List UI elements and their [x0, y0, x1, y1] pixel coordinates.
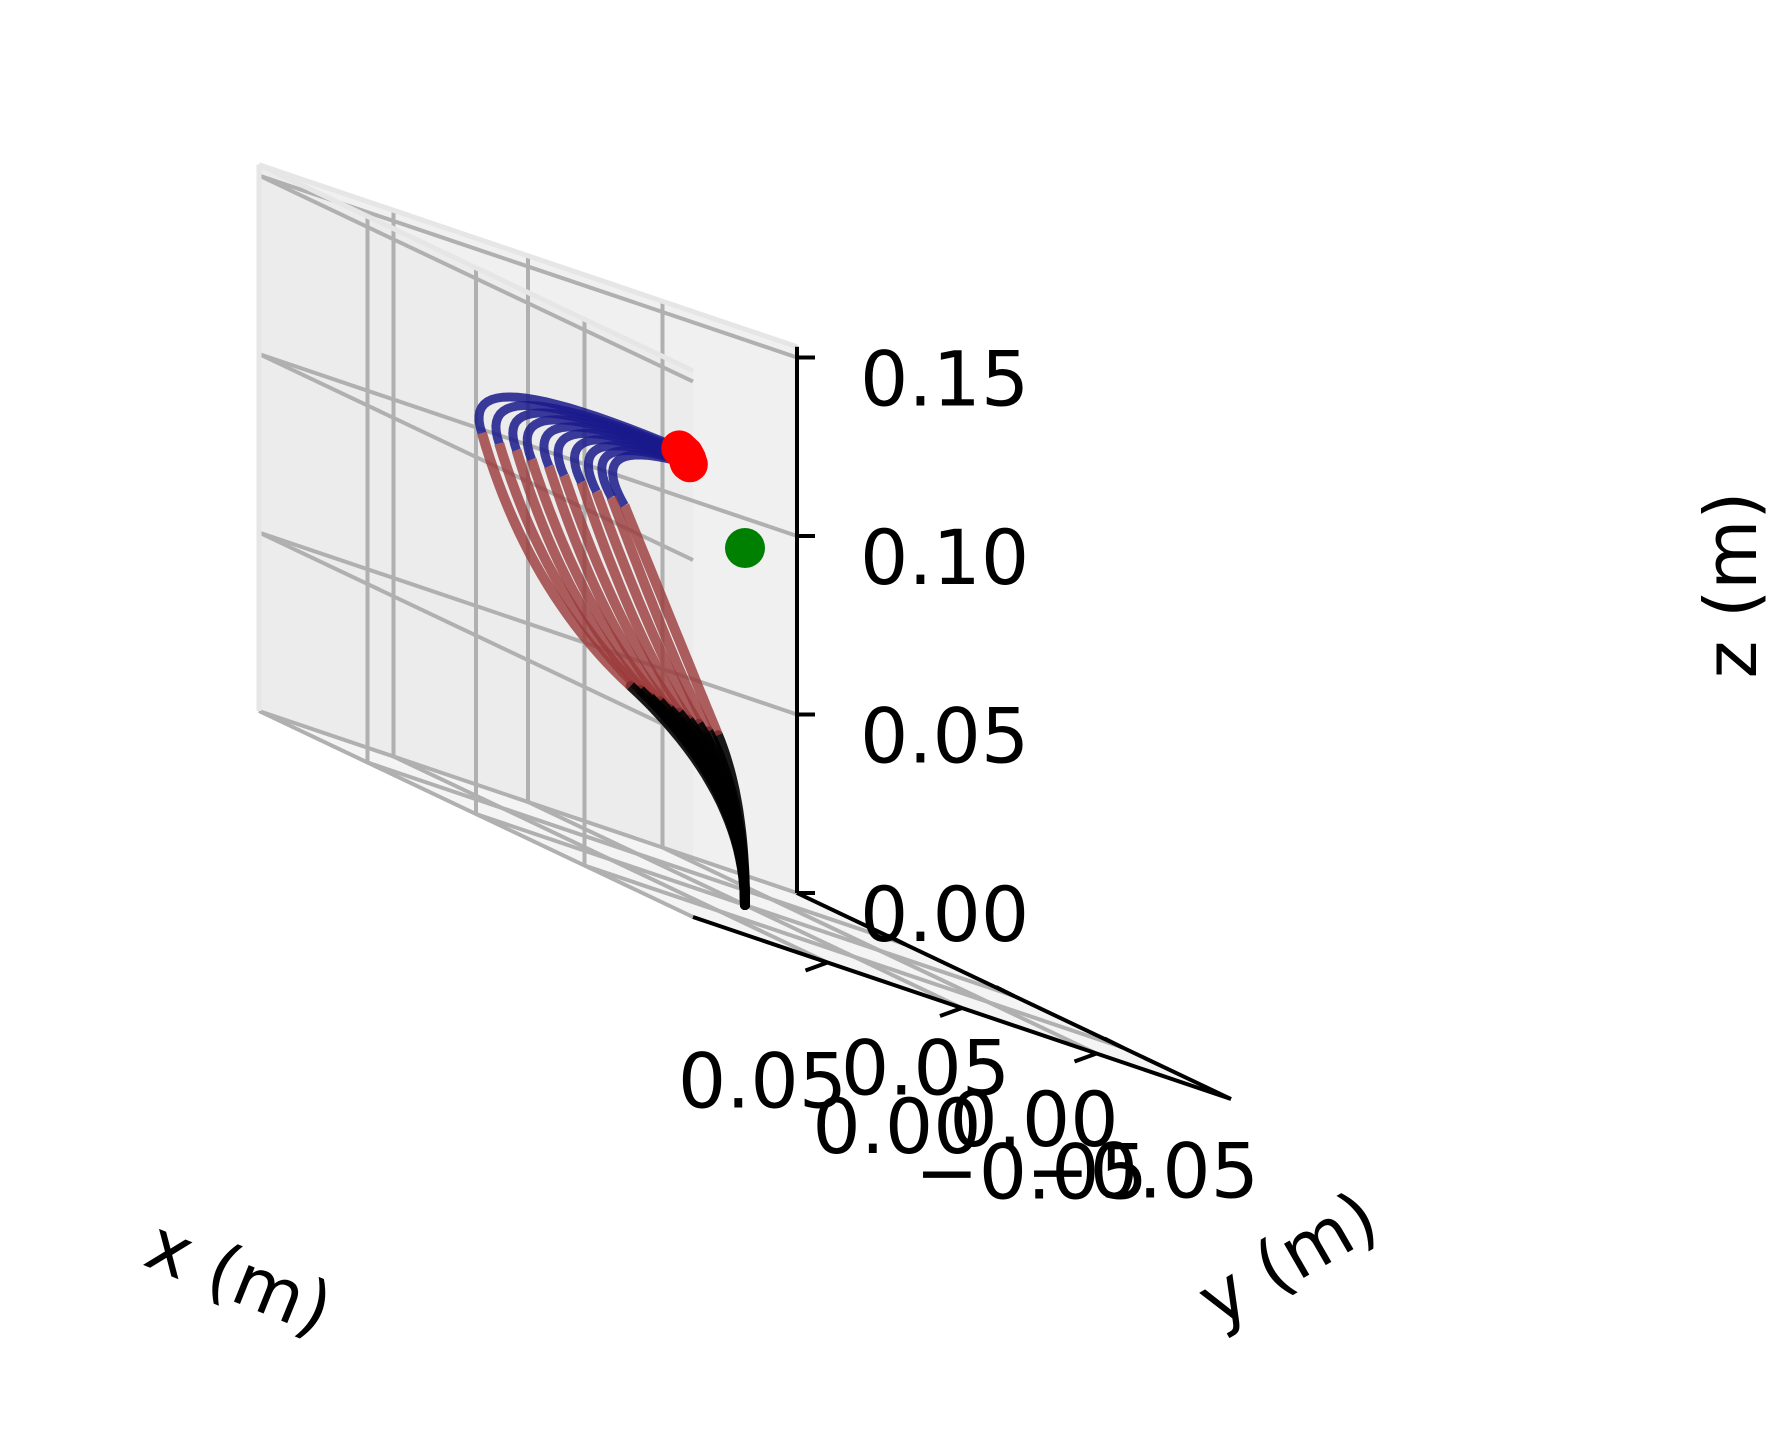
- y-tick: [1103, 1036, 1124, 1050]
- axis-panes: [259, 164, 1231, 1099]
- pane-top-edge-left: [258, 162, 798, 350]
- y-tick-label: 0.05: [841, 1024, 1010, 1113]
- y-tick-label: 0.00: [949, 1075, 1118, 1164]
- rod-segment-middle: [619, 503, 723, 738]
- z-tick-label: 0.10: [860, 513, 1029, 602]
- gridline-z-right: [258, 709, 694, 919]
- rod-segment-tip: [474, 392, 681, 453]
- rod-segment-middle: [576, 480, 693, 723]
- gridline-z-left: [258, 530, 798, 717]
- target-marker: [725, 528, 765, 568]
- z-tick-label: 0.00: [860, 870, 1029, 959]
- gridline-z-right: [258, 173, 694, 384]
- rod-segment-middle: [606, 495, 713, 734]
- rod-segment-middle: [559, 473, 684, 716]
- gridline-z-right: [258, 530, 694, 741]
- x-tick-label: 0.05: [678, 1037, 847, 1126]
- x-axis-label: x (m): [135, 1202, 344, 1352]
- y-tick-label: −0.05: [1026, 1127, 1259, 1216]
- gridline-y-floor: [366, 760, 907, 947]
- x-tick: [804, 960, 829, 973]
- markers: [661, 430, 765, 568]
- y-tick: [886, 933, 907, 947]
- x-tick: [939, 1006, 963, 1018]
- pane-top-edge-right: [257, 162, 695, 374]
- y-tick: [995, 985, 1015, 998]
- tip-marker: [661, 430, 698, 467]
- gridline-y-floor: [583, 863, 1124, 1050]
- gridline-z-left: [258, 709, 798, 895]
- z-tick-label: 0.05: [860, 692, 1029, 781]
- gridlines: [256, 162, 1124, 1056]
- x-tick: [1073, 1051, 1098, 1064]
- rod-curves: [474, 392, 750, 910]
- rod-segment-base: [625, 681, 750, 910]
- rod-segment-middle: [591, 489, 703, 727]
- z-axis-label: z (m): [1689, 492, 1773, 679]
- tick-labels: −0.050.000.05−0.050.000.050.000.050.100.…: [678, 335, 1259, 1217]
- z-tick-label: 0.15: [860, 335, 1029, 424]
- rod-segment-middle: [494, 442, 644, 694]
- x-tick-label: 0.00: [812, 1082, 981, 1171]
- x-tick-label: −0.05: [915, 1128, 1148, 1217]
- rod-segment-middle: [526, 457, 664, 705]
- tick-marks: [797, 355, 1124, 1064]
- rod-segment-middle: [477, 431, 635, 690]
